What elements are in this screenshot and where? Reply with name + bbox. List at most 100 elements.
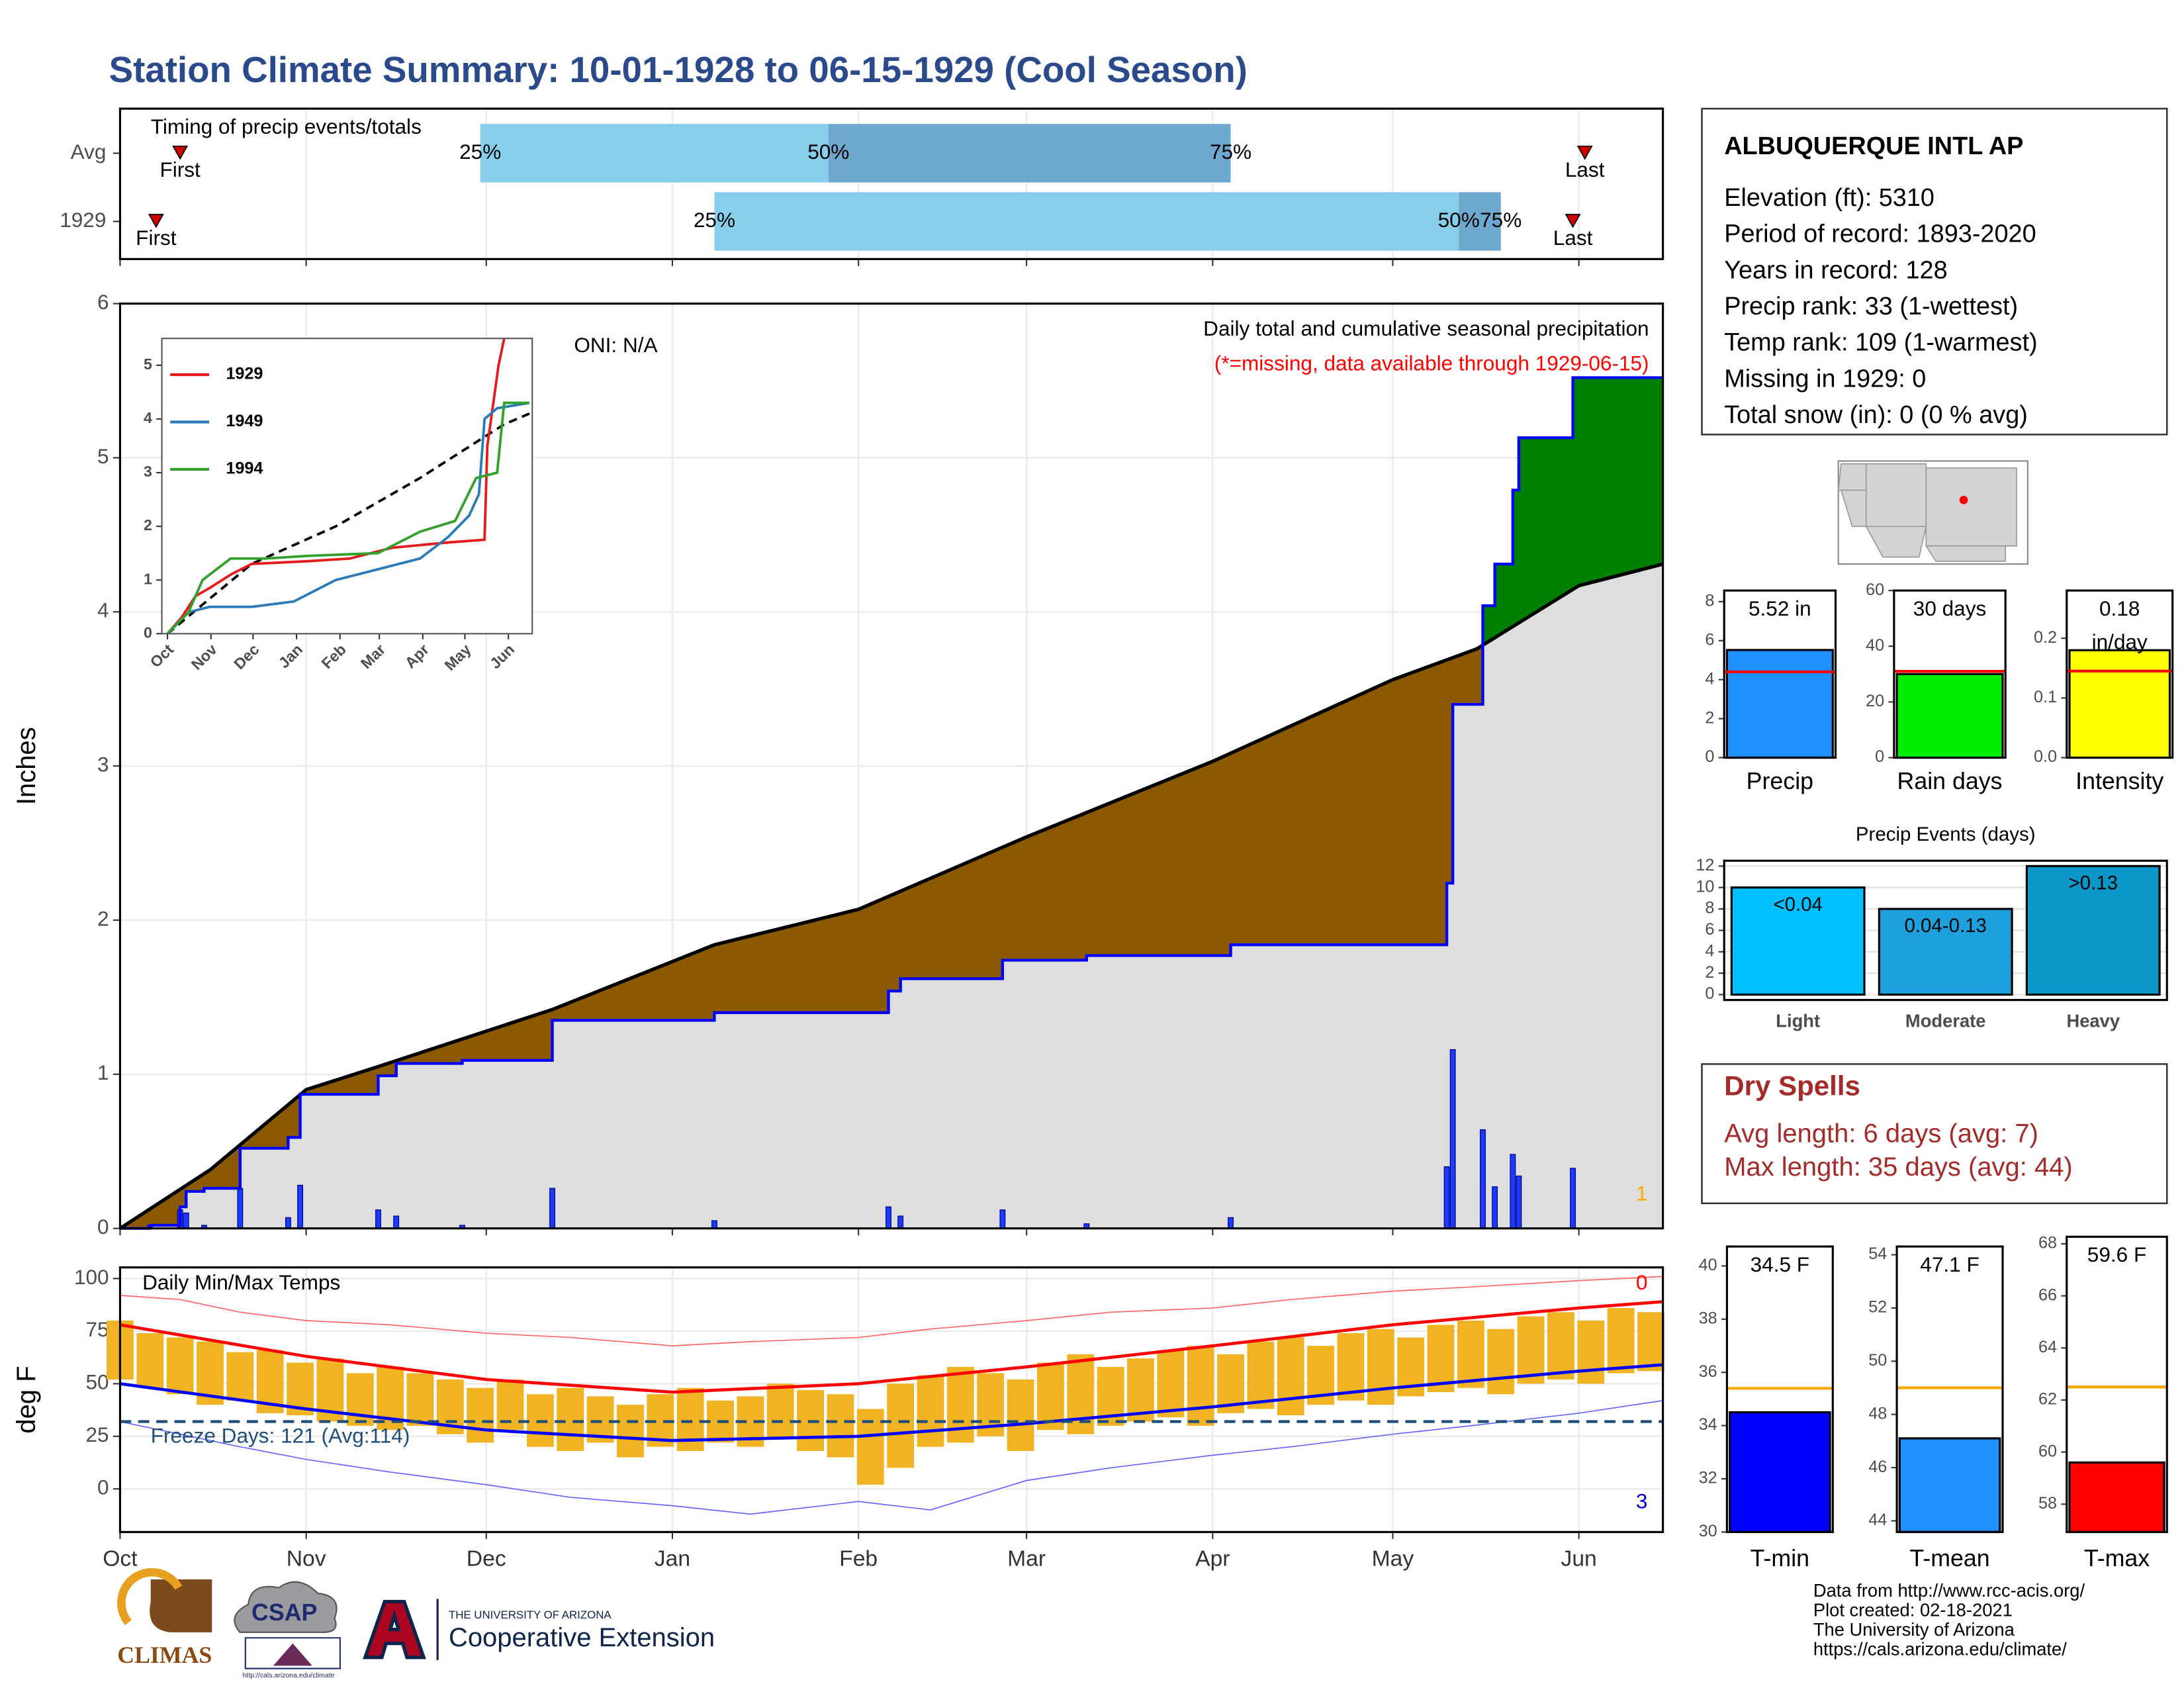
temp-range-bar bbox=[136, 1333, 164, 1388]
daily-precip-bar bbox=[1510, 1154, 1516, 1229]
daily-precip-bar bbox=[886, 1206, 891, 1229]
y-tick-label: 40 bbox=[1866, 636, 1884, 655]
x-tick-label: Oct bbox=[103, 1546, 138, 1571]
bar bbox=[1895, 673, 2004, 759]
marker-label: First bbox=[159, 158, 201, 181]
value-label: 30 days bbox=[1913, 596, 1987, 620]
y-tick-label: 38 bbox=[1699, 1309, 1717, 1327]
percent-label: 75% bbox=[1480, 208, 1522, 232]
y-tick-label: 0.2 bbox=[2034, 628, 2057, 647]
bar bbox=[1730, 886, 1866, 996]
map-states bbox=[1837, 463, 2017, 562]
daily-precip-bar bbox=[1480, 1129, 1486, 1229]
normal-cumulative-line bbox=[119, 562, 1664, 1230]
daily-precip-bar bbox=[1570, 1168, 1576, 1229]
chart-title: Precip Events (days) bbox=[1856, 823, 2036, 845]
y-tick-label: 4 bbox=[1705, 669, 1714, 688]
normal-line bbox=[166, 412, 530, 634]
temp-range-bar bbox=[557, 1387, 584, 1452]
temp-range-bar bbox=[1547, 1312, 1574, 1380]
category-label: Rain days bbox=[1897, 768, 2003, 794]
temp-range-bar bbox=[1337, 1333, 1365, 1401]
daily-precip-bar bbox=[285, 1217, 291, 1229]
y-tick-label: 1 bbox=[97, 1060, 109, 1084]
dry-spells-box: Dry Spells Avg length: 6 days (avg: 7) M… bbox=[1701, 1063, 2168, 1205]
series-line bbox=[166, 401, 530, 634]
daily-precip-bar bbox=[897, 1215, 904, 1229]
temp-range-bar bbox=[166, 1337, 194, 1395]
y-tick-label: 52 bbox=[1868, 1298, 1887, 1317]
csap-url: http://cals.arizona.edu/climate bbox=[243, 1671, 335, 1679]
temp-range-bar bbox=[887, 1383, 915, 1468]
plot-frame bbox=[118, 303, 1664, 1230]
y-tick-label: 54 bbox=[1868, 1244, 1887, 1263]
y-tick-label: 2 bbox=[1705, 963, 1714, 982]
temp-range-bar bbox=[1427, 1325, 1455, 1393]
dry-spells-title: Dry Spells bbox=[1724, 1070, 1860, 1101]
legend-label: 1994 bbox=[226, 459, 263, 478]
plot-frame bbox=[1895, 1245, 2004, 1533]
y-tick-label: 6 bbox=[97, 290, 109, 314]
temp-range-bar bbox=[226, 1352, 254, 1401]
daily-precip-bar bbox=[711, 1220, 717, 1229]
temp-range-bar bbox=[1637, 1312, 1664, 1372]
temp-range-bar bbox=[617, 1405, 644, 1458]
bar-label: <0.04 bbox=[1773, 894, 1823, 915]
temp-range-bar bbox=[827, 1394, 854, 1458]
y-axis-label: deg F bbox=[12, 1366, 41, 1433]
station-line: Missing in 1929: 0 bbox=[1724, 365, 1926, 393]
y-tick-label: 12 bbox=[1696, 856, 1714, 874]
annotation: ONI: N/A bbox=[574, 333, 657, 357]
x-tick-label: May bbox=[1372, 1546, 1414, 1571]
y-tick-label: 34 bbox=[1699, 1415, 1717, 1434]
base-area bbox=[120, 564, 1663, 1229]
marker-label: First bbox=[136, 226, 177, 250]
y-tick-label: 25 bbox=[86, 1423, 109, 1446]
y-tick-label: 1 bbox=[144, 570, 152, 587]
y-tick-label: 8 bbox=[1705, 592, 1714, 610]
y-tick-label: 68 bbox=[2038, 1234, 2057, 1252]
locator-map bbox=[1837, 460, 2028, 565]
y-tick-label: 36 bbox=[1699, 1362, 1717, 1381]
station-line: Elevation (ft): 5310 bbox=[1724, 184, 1934, 212]
y-tick-label: 64 bbox=[2038, 1338, 2057, 1356]
station-line: Years in record: 128 bbox=[1724, 256, 1947, 284]
temp-range-bar bbox=[1187, 1346, 1214, 1426]
y-tick-label: 0 bbox=[1705, 747, 1714, 766]
event-marker bbox=[172, 146, 189, 160]
cumulative-line-steps bbox=[120, 376, 1663, 1230]
plot-background bbox=[161, 338, 533, 634]
y-tick-label: 0 bbox=[97, 1476, 109, 1499]
y-tick-label: 32 bbox=[1699, 1469, 1717, 1487]
percent-label: 50% bbox=[1438, 208, 1480, 232]
csap-mountain bbox=[273, 1643, 312, 1666]
y-tick-label: 4 bbox=[1705, 941, 1714, 960]
station-line: Period of record: 1893-2020 bbox=[1724, 220, 2036, 248]
inset-frame bbox=[161, 338, 533, 635]
missing-count: 1 bbox=[1636, 1182, 1648, 1205]
y-axis-label: Inches bbox=[12, 727, 41, 805]
category-label: T-max bbox=[2084, 1545, 2150, 1571]
daily-precip-bar bbox=[1449, 1049, 1456, 1229]
x-tick-label: Heavy bbox=[2066, 1011, 2120, 1031]
bar bbox=[2068, 1461, 2165, 1533]
climas-logo-text: CLIMAS bbox=[117, 1642, 212, 1668]
percent-label: 25% bbox=[459, 140, 501, 164]
y-tick-label: 50 bbox=[86, 1370, 109, 1394]
percent-label: 25% bbox=[694, 208, 735, 232]
category-label: T-mean bbox=[1909, 1545, 1989, 1571]
page-title: Station Climate Summary: 10-01-1928 to 0… bbox=[109, 49, 1248, 90]
y-tick-label: 4 bbox=[144, 409, 152, 426]
temp-range-bar bbox=[946, 1366, 974, 1443]
y-tick-label: 8 bbox=[1705, 899, 1714, 917]
event-marker bbox=[148, 214, 164, 228]
y-tick-label: 3 bbox=[144, 463, 152, 480]
dry-spells-line: Max length: 35 days (avg: 44) bbox=[1724, 1152, 2073, 1182]
plot-frame bbox=[1893, 589, 2007, 759]
marker-label: Last bbox=[1565, 158, 1605, 181]
x-tick-label: Apr bbox=[1195, 1546, 1230, 1571]
x-tick-label: Nov bbox=[287, 1546, 326, 1571]
daily-precip-bar bbox=[1492, 1186, 1498, 1229]
plot-frame bbox=[1723, 859, 2168, 1002]
chart-subtitle: (*=missing, data available through 1929-… bbox=[1214, 352, 1649, 375]
